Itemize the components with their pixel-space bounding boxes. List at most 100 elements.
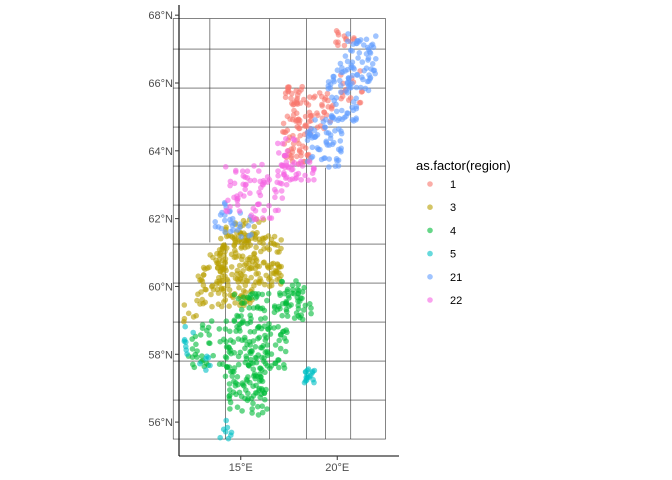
data-point bbox=[308, 310, 314, 317]
data-point bbox=[255, 324, 262, 331]
data-point bbox=[257, 365, 264, 372]
data-point bbox=[249, 406, 255, 412]
data-point bbox=[252, 344, 259, 350]
data-point bbox=[258, 391, 265, 398]
data-point bbox=[236, 325, 242, 332]
data-point bbox=[252, 354, 259, 361]
data-point bbox=[300, 143, 306, 149]
data-point bbox=[309, 144, 316, 151]
legend-label: 4 bbox=[450, 225, 456, 237]
data-point bbox=[275, 324, 281, 330]
data-point bbox=[232, 300, 238, 306]
data-point bbox=[323, 129, 330, 136]
data-point bbox=[284, 113, 291, 120]
data-point bbox=[365, 87, 372, 94]
data-point bbox=[249, 410, 255, 416]
data-point bbox=[266, 202, 272, 209]
data-point bbox=[256, 236, 263, 243]
data-point bbox=[253, 382, 259, 389]
data-point bbox=[238, 320, 244, 327]
legend-label: 21 bbox=[450, 272, 462, 284]
legend-label: 22 bbox=[450, 295, 462, 307]
data-point bbox=[189, 346, 196, 352]
data-point bbox=[301, 284, 308, 291]
data-point bbox=[279, 140, 286, 147]
data-point bbox=[331, 73, 337, 80]
y-tick-label: 62°N bbox=[148, 214, 173, 226]
legend-entry-5: 5 bbox=[427, 249, 456, 261]
data-point bbox=[257, 192, 264, 199]
data-point bbox=[327, 135, 334, 142]
data-point bbox=[339, 107, 345, 114]
data-point bbox=[278, 237, 285, 243]
data-point bbox=[183, 343, 189, 350]
data-point bbox=[312, 117, 318, 123]
data-point bbox=[284, 148, 291, 154]
legend-key bbox=[427, 227, 433, 234]
y-tick-label: 56°N bbox=[148, 417, 173, 429]
legend-label: 1 bbox=[450, 179, 456, 191]
data-point bbox=[199, 353, 205, 359]
data-point bbox=[308, 155, 315, 161]
data-point bbox=[242, 289, 249, 296]
data-point bbox=[219, 303, 225, 310]
data-point bbox=[318, 156, 325, 163]
data-point bbox=[236, 284, 242, 291]
data-point bbox=[203, 286, 209, 293]
data-point bbox=[290, 287, 296, 293]
data-point bbox=[226, 364, 233, 370]
data-point bbox=[244, 168, 251, 174]
data-point bbox=[339, 65, 345, 71]
data-point bbox=[227, 182, 233, 189]
data-point bbox=[321, 96, 328, 103]
data-point bbox=[272, 207, 279, 214]
data-point bbox=[363, 36, 370, 43]
data-point bbox=[258, 316, 264, 322]
data-point bbox=[258, 344, 264, 351]
data-point bbox=[288, 95, 294, 102]
data-point bbox=[254, 403, 261, 410]
data-point bbox=[227, 406, 233, 412]
data-point bbox=[224, 424, 231, 431]
axes bbox=[178, 5, 399, 457]
data-point bbox=[371, 67, 378, 74]
data-point bbox=[299, 163, 306, 169]
data-point bbox=[247, 329, 254, 335]
data-point bbox=[280, 129, 286, 135]
data-point bbox=[240, 173, 247, 179]
data-point bbox=[311, 165, 317, 172]
data-point bbox=[276, 337, 283, 344]
data-point bbox=[347, 95, 354, 101]
data-point bbox=[253, 256, 259, 262]
data-point bbox=[299, 316, 306, 323]
data-point bbox=[302, 122, 309, 128]
data-point bbox=[336, 115, 343, 122]
data-point bbox=[284, 127, 291, 134]
data-point bbox=[228, 264, 235, 270]
legend-entry-21: 21 bbox=[427, 272, 462, 284]
data-point bbox=[207, 362, 213, 369]
data-point bbox=[259, 403, 266, 410]
data-point bbox=[310, 95, 317, 101]
data-point bbox=[223, 344, 230, 350]
data-point bbox=[307, 113, 314, 119]
data-point bbox=[205, 324, 212, 331]
data-point bbox=[358, 84, 364, 91]
data-point bbox=[285, 163, 291, 170]
data-point bbox=[369, 61, 376, 67]
data-point bbox=[275, 173, 281, 179]
data-point bbox=[291, 137, 298, 143]
data-point bbox=[233, 167, 239, 174]
data-point bbox=[357, 68, 364, 74]
data-point bbox=[231, 350, 238, 356]
y-tick-label: 68°N bbox=[148, 10, 173, 22]
data-point bbox=[193, 312, 199, 319]
data-point bbox=[198, 289, 204, 295]
data-point bbox=[181, 336, 188, 343]
data-point bbox=[244, 256, 251, 263]
data-point bbox=[367, 50, 374, 56]
data-point bbox=[222, 326, 229, 332]
data-point bbox=[253, 359, 260, 366]
data-point bbox=[369, 41, 376, 48]
data-point bbox=[295, 313, 302, 319]
